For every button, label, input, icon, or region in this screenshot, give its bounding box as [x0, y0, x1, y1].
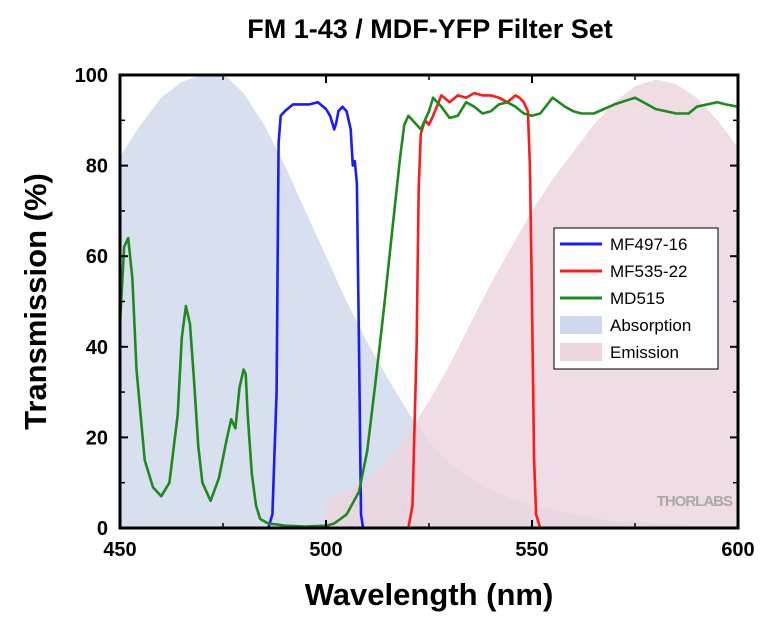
series-line-mf535-22: [120, 91, 738, 528]
y-tick-label: 20: [86, 427, 108, 449]
y-tick-label: 100: [75, 65, 108, 87]
watermark-logo: THORLABS: [657, 493, 733, 510]
line-series-group: [120, 91, 738, 528]
legend-label: Emission: [610, 343, 679, 362]
x-tick-label: 450: [103, 539, 136, 561]
legend: MF497-16 MF535-22 MD515 Absorption Emission: [553, 227, 719, 370]
x-tick-label: 600: [721, 539, 754, 561]
legend-swatch: [560, 316, 602, 334]
legend-label: MD515: [610, 289, 665, 308]
legend-swatch: [560, 343, 602, 361]
y-tick-label: 60: [86, 246, 108, 268]
x-tick-label: 500: [309, 539, 342, 561]
legend-label: Absorption: [610, 316, 691, 335]
x-axis-title: Wavelength (nm): [305, 577, 554, 612]
y-axis-title: Transmission (%): [18, 173, 53, 430]
series-area-absorption: [120, 75, 738, 528]
series-line-mf497-16: [120, 100, 738, 528]
y-tick-label: 80: [86, 156, 108, 178]
y-tick-label: 0: [97, 518, 108, 540]
legend-label: MF535-22: [610, 262, 687, 281]
legend-label: MF497-16: [610, 235, 687, 254]
series-line-md515: [120, 96, 738, 528]
y-tick-label: 40: [86, 337, 108, 359]
x-tick-label: 550: [515, 539, 548, 561]
chart-title: FM 1-43 / MDF-YFP Filter Set: [247, 14, 613, 44]
